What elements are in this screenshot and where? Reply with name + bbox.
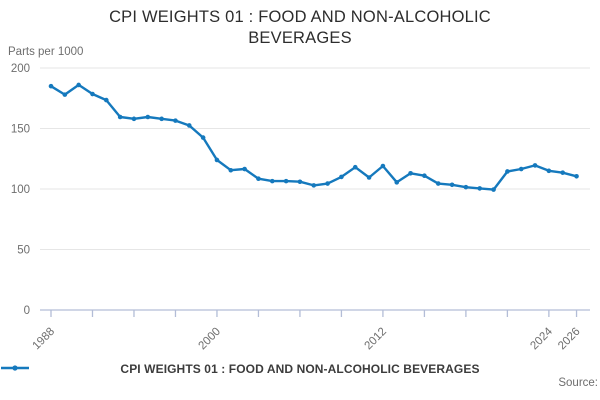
data-point-marker bbox=[532, 163, 538, 168]
data-point-marker bbox=[311, 183, 317, 188]
data-point-marker bbox=[90, 91, 95, 97]
chart-title-text: CPI WEIGHTS 01 : FOOD AND NON-ALCOHOLIC … bbox=[109, 8, 491, 47]
data-point-marker bbox=[117, 114, 123, 120]
data-point-marker bbox=[463, 184, 469, 190]
series-line-group bbox=[48, 82, 579, 192]
x-tick-label: 2000 bbox=[196, 326, 223, 353]
data-point-marker bbox=[546, 168, 552, 174]
y-tick-label: 50 bbox=[17, 245, 30, 257]
data-point-marker bbox=[173, 118, 178, 123]
data-point-marker bbox=[339, 174, 344, 180]
data-point-marker bbox=[283, 178, 289, 184]
data-point-marker bbox=[408, 170, 413, 176]
data-point-marker bbox=[352, 164, 358, 170]
data-point-marker bbox=[366, 175, 372, 180]
x-axis-tick-labels: 1988 2000 2012 2024 2026 bbox=[31, 325, 583, 352]
data-point-marker bbox=[159, 116, 164, 122]
legend-line-marker-icon bbox=[1, 365, 29, 371]
legend-label: CPI WEIGHTS 01 : FOOD AND NON-ALCOHOLIC … bbox=[120, 362, 480, 376]
source-label: Source: bbox=[558, 377, 598, 389]
data-point-marker bbox=[256, 176, 261, 182]
gridlines bbox=[40, 67, 590, 250]
data-point-marker bbox=[62, 92, 68, 97]
data-point-marker bbox=[394, 180, 400, 185]
data-point-marker bbox=[48, 83, 54, 89]
x-tick-label: 2024 bbox=[528, 325, 555, 352]
data-point-marker bbox=[131, 116, 137, 122]
data-point-marker bbox=[518, 166, 524, 172]
data-point-marker bbox=[187, 123, 192, 128]
data-point-marker bbox=[242, 166, 247, 172]
data-point-marker bbox=[104, 97, 109, 103]
x-axis bbox=[40, 309, 590, 317]
legend: CPI WEIGHTS 01 : FOOD AND NON-ALCOHOLIC … bbox=[0, 362, 600, 376]
x-tick-label: 2012 bbox=[362, 326, 389, 353]
data-point-marker bbox=[574, 173, 579, 179]
data-point-marker bbox=[477, 186, 483, 191]
x-tick-label: 2026 bbox=[556, 326, 583, 353]
x-tick-label: 1988 bbox=[31, 326, 58, 353]
data-point-marker bbox=[200, 135, 206, 140]
data-point-marker bbox=[228, 167, 234, 173]
data-point-marker bbox=[297, 179, 303, 185]
data-point-marker bbox=[269, 178, 275, 184]
data-point-marker bbox=[145, 114, 151, 120]
y-tick-label: 150 bbox=[11, 124, 30, 136]
data-point-marker bbox=[76, 82, 81, 88]
y-tick-label: 100 bbox=[11, 184, 30, 196]
data-point-marker bbox=[214, 157, 220, 163]
series-line bbox=[49, 83, 578, 191]
data-point-marker bbox=[380, 163, 386, 169]
data-point-marker bbox=[560, 170, 566, 175]
y-tick-label: 0 bbox=[24, 305, 30, 317]
data-point-marker bbox=[491, 187, 496, 192]
chart-title: CPI WEIGHTS 01 : FOOD AND NON-ALCOHOLIC … bbox=[0, 7, 600, 49]
data-point-marker bbox=[505, 169, 510, 174]
data-point-marker bbox=[325, 181, 330, 186]
y-axis-tick-labels: 0 50 100 150 200 bbox=[11, 63, 30, 317]
data-point-marker bbox=[435, 181, 441, 186]
y-tick-label: 200 bbox=[11, 63, 30, 75]
data-point-marker bbox=[422, 173, 427, 178]
y-axis-unit-label: Parts per 1000 bbox=[8, 46, 84, 58]
plot-area: 0 50 100 150 200 1988 2000 2012 2024 2026 bbox=[11, 63, 590, 352]
data-point-marker bbox=[449, 182, 455, 188]
